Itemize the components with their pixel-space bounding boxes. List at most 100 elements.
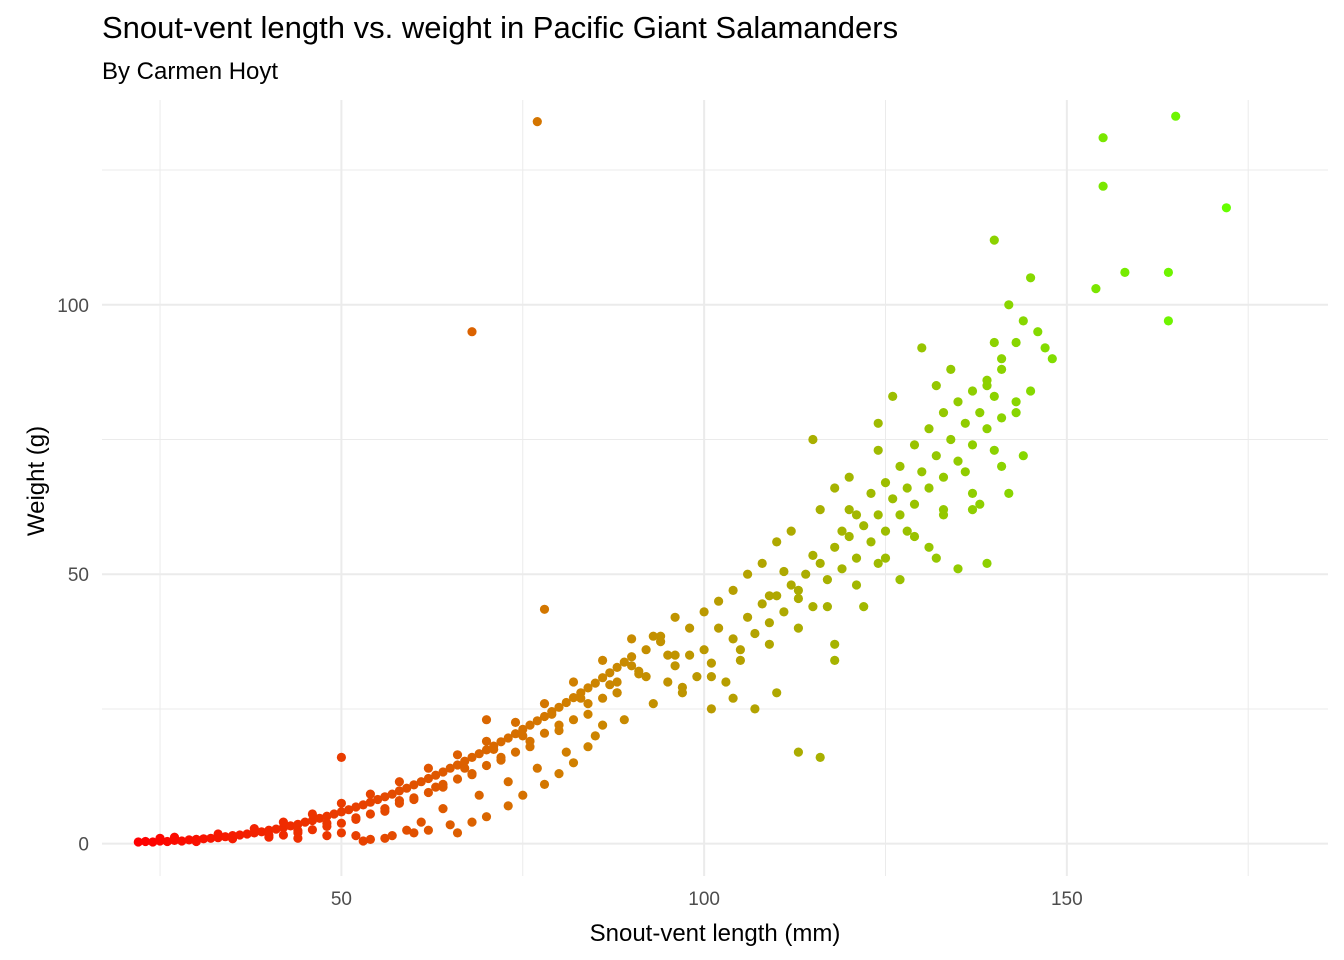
data-point bbox=[568, 715, 579, 725]
data-point bbox=[619, 657, 629, 667]
data-point bbox=[656, 631, 666, 641]
data-point bbox=[627, 634, 637, 644]
data-point bbox=[743, 569, 753, 579]
data-point bbox=[481, 760, 492, 771]
data-point bbox=[503, 777, 513, 787]
data-point bbox=[1163, 267, 1173, 277]
data-point bbox=[1004, 488, 1014, 498]
data-point bbox=[133, 837, 143, 847]
data-point bbox=[873, 510, 883, 520]
data-point bbox=[735, 655, 746, 666]
y-tick-label: 0 bbox=[78, 835, 89, 856]
data-point bbox=[982, 558, 992, 569]
data-point bbox=[844, 472, 854, 482]
data-point bbox=[423, 825, 433, 835]
data-point bbox=[438, 804, 448, 814]
data-point bbox=[452, 774, 463, 784]
data-points bbox=[133, 111, 1231, 847]
data-point bbox=[394, 786, 404, 796]
data-point bbox=[496, 752, 506, 763]
data-point bbox=[793, 593, 804, 604]
data-point bbox=[525, 720, 535, 730]
y-tick-label: 50 bbox=[68, 565, 89, 586]
data-point bbox=[264, 832, 274, 842]
data-point bbox=[583, 709, 593, 719]
data-point bbox=[815, 558, 825, 569]
data-point bbox=[1120, 267, 1130, 277]
data-point bbox=[670, 612, 680, 622]
data-point bbox=[583, 683, 593, 693]
data-point bbox=[685, 623, 695, 633]
data-point bbox=[452, 750, 463, 760]
data-point bbox=[997, 354, 1007, 364]
data-point bbox=[967, 440, 978, 450]
data-point bbox=[1221, 203, 1231, 213]
data-point bbox=[576, 693, 586, 703]
data-point bbox=[873, 445, 883, 455]
data-point bbox=[837, 526, 847, 536]
data-point bbox=[547, 709, 557, 719]
data-point bbox=[880, 553, 891, 563]
data-point bbox=[909, 499, 920, 509]
data-point bbox=[967, 488, 978, 498]
data-point bbox=[1047, 354, 1057, 364]
data-point bbox=[140, 836, 151, 847]
data-point bbox=[692, 672, 702, 682]
data-point bbox=[467, 817, 477, 827]
data-point bbox=[938, 472, 949, 482]
data-point bbox=[1018, 316, 1028, 326]
data-point bbox=[380, 833, 390, 843]
data-point bbox=[249, 824, 259, 834]
data-point bbox=[728, 693, 738, 703]
data-point bbox=[764, 639, 775, 649]
data-point bbox=[438, 767, 448, 777]
data-point bbox=[568, 693, 579, 703]
data-point bbox=[837, 564, 847, 574]
data-point bbox=[873, 418, 883, 428]
data-point bbox=[423, 787, 433, 798]
data-point bbox=[336, 798, 346, 808]
data-point bbox=[300, 817, 310, 827]
data-point bbox=[228, 834, 238, 844]
data-point bbox=[409, 828, 419, 838]
data-point bbox=[220, 832, 230, 842]
data-point bbox=[859, 602, 869, 612]
data-point bbox=[670, 650, 680, 660]
data-point bbox=[627, 652, 637, 662]
data-point bbox=[1011, 408, 1021, 418]
data-point bbox=[561, 747, 571, 757]
data-point bbox=[467, 327, 477, 337]
chart-title: Snout-vent length vs. weight in Pacific … bbox=[102, 10, 899, 45]
data-point bbox=[946, 434, 956, 445]
data-point bbox=[924, 483, 934, 493]
data-point bbox=[822, 575, 833, 585]
data-point bbox=[1091, 284, 1101, 294]
data-point bbox=[169, 832, 180, 842]
data-point bbox=[685, 650, 695, 660]
data-point bbox=[598, 673, 608, 683]
data-point bbox=[699, 645, 709, 655]
data-point bbox=[895, 510, 905, 520]
data-point bbox=[481, 715, 492, 725]
data-point bbox=[199, 834, 209, 844]
data-point bbox=[1033, 327, 1043, 337]
data-point bbox=[1004, 300, 1014, 310]
data-point bbox=[706, 672, 717, 682]
data-point bbox=[307, 809, 317, 819]
data-point bbox=[452, 760, 463, 770]
data-point bbox=[873, 558, 883, 569]
data-point bbox=[489, 744, 499, 755]
data-point bbox=[757, 558, 767, 569]
data-point bbox=[808, 434, 818, 445]
data-point bbox=[793, 747, 804, 757]
data-point bbox=[982, 375, 992, 385]
data-point bbox=[1026, 386, 1036, 396]
data-point bbox=[772, 537, 782, 547]
data-point bbox=[917, 467, 927, 477]
data-point bbox=[438, 779, 448, 790]
data-point bbox=[808, 602, 818, 612]
data-point bbox=[743, 612, 753, 622]
data-point bbox=[518, 790, 528, 800]
data-point bbox=[786, 580, 796, 590]
data-point bbox=[866, 488, 876, 498]
